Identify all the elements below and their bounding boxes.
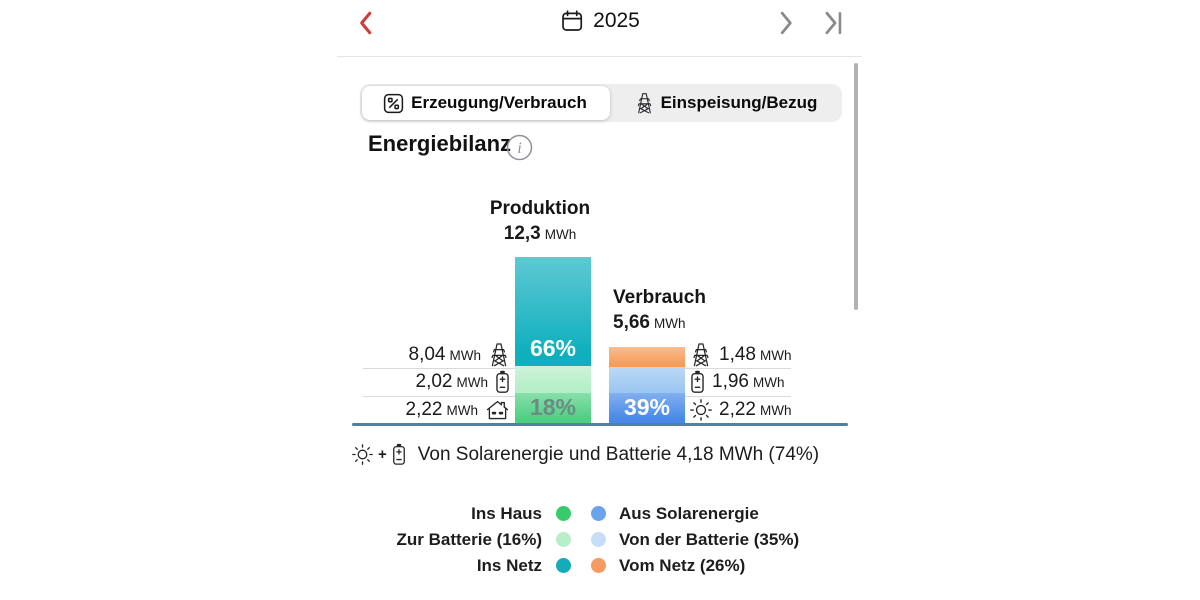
consumption-total-unit: MWh: [653, 316, 686, 331]
tab-label: Erzeugung/Verbrauch: [411, 93, 587, 112]
segment-ins-netz: 66%: [515, 257, 591, 366]
previous-period-button[interactable]: [350, 8, 382, 38]
segment-von-der-batterie: [609, 366, 685, 394]
flow-value: 2,02: [415, 371, 453, 392]
consumption-total-value: 5,66: [613, 312, 650, 333]
flow-row-zur-batterie: 2,02 MWh: [330, 369, 510, 396]
flow-row-aus-solarenergie: 2,22 MWh: [690, 397, 880, 424]
legend-dot-ins-haus: [556, 506, 571, 521]
legend-dot-von-der-batterie: [591, 532, 606, 547]
flow-row-vom-netz: 1,48 MWh: [690, 341, 880, 368]
legend-row: Zur Batterie (16%) Von der Batterie (35%…: [340, 527, 830, 552]
scrollbar[interactable]: [854, 63, 858, 310]
power-pylon-icon: [635, 92, 654, 114]
legend-dot-vom-netz: [591, 558, 606, 573]
segment-vom-netz: [609, 346, 685, 367]
legend-dot-ins-netz: [556, 558, 571, 573]
baseline-axis: [352, 423, 848, 426]
production-title: Produktion: [489, 198, 591, 219]
segment-zur-batterie: [515, 365, 591, 394]
header-divider: [337, 56, 862, 57]
chevron-right-icon: [780, 11, 792, 35]
power-pylon-icon: [690, 342, 712, 367]
flow-value: 1,96: [712, 371, 749, 392]
production-total-unit: MWh: [544, 227, 577, 242]
plus-sign: +: [378, 446, 387, 463]
house-icon: [485, 399, 510, 421]
power-pylon-icon: [488, 342, 510, 367]
flow-unit: MWh: [446, 403, 479, 418]
legend-label-ins-netz: Ins Netz: [476, 555, 542, 575]
flow-value: 2,22: [719, 399, 756, 420]
battery-icon: [392, 443, 406, 466]
segment-percent-label: 39%: [623, 393, 671, 420]
view-mode-segmented-control: Erzeugung/Verbrauch Einspeisung/Bezug: [360, 84, 842, 122]
flow-row-ins-netz: 8,04 MWh: [330, 341, 510, 368]
flow-unit: MWh: [752, 375, 785, 390]
calendar-icon: [560, 9, 584, 33]
battery-icon: [690, 370, 705, 394]
row-divider: [685, 396, 791, 397]
flow-value: 1,48: [719, 343, 756, 365]
segment-ins-haus: 18%: [515, 393, 591, 423]
flow-row-von-der-batterie: 1,96 MWh: [690, 369, 880, 396]
legend-dot-aus-solarenergie: [591, 506, 606, 521]
flow-unit: MWh: [456, 375, 489, 390]
info-icon: i: [506, 134, 532, 160]
legend-label-ins-haus: Ins Haus: [471, 503, 542, 523]
next-period-button[interactable]: [770, 8, 802, 38]
flow-row-ins-haus: 2,22 MWh: [330, 397, 510, 424]
legend-label-von-der-batterie: Von der Batterie (35%): [619, 529, 800, 549]
production-total-value: 12,3: [503, 223, 541, 244]
segment-percent-label: 66%: [529, 334, 577, 361]
flow-unit: MWh: [449, 347, 482, 363]
legend-label-zur-batterie: Zur Batterie (16%): [396, 529, 542, 549]
solar-battery-summary: + Von Solarenergie und Batterie 4,18 MWh…: [352, 441, 819, 468]
flow-unit: MWh: [759, 347, 792, 363]
consumption-bar: 39%: [609, 346, 685, 423]
sun-icon: [690, 399, 712, 421]
svg-text:i: i: [517, 140, 521, 157]
tab-einspeisung-bezug[interactable]: Einspeisung/Bezug: [610, 84, 842, 122]
consumption-caption: Verbrauch 5,66 MWh: [613, 287, 783, 334]
chevron-left-icon: [360, 11, 372, 35]
segment-percent-label: 18%: [529, 393, 577, 420]
selected-tab-pill: [362, 86, 610, 120]
tab-erzeugung-verbrauch[interactable]: Erzeugung/Verbrauch: [360, 84, 610, 122]
flow-value: 8,04: [408, 343, 446, 365]
sun-icon: [352, 444, 373, 465]
period-year-label: 2025: [593, 9, 640, 32]
percent-chart-icon: [383, 93, 404, 114]
legend-dot-zur-batterie: [556, 532, 571, 547]
consumption-title: Verbrauch: [613, 287, 706, 308]
row-divider: [363, 368, 515, 369]
flow-unit: MWh: [759, 403, 792, 418]
jump-to-latest-button[interactable]: [818, 8, 850, 38]
legend-row: Ins Netz Vom Netz (26%): [340, 553, 830, 578]
segment-aus-solarenergie: 39%: [609, 393, 685, 423]
flow-value: 2,22: [405, 399, 443, 420]
row-divider: [363, 396, 515, 397]
summary-text: Von Solarenergie und Batterie 4,18 MWh (…: [417, 443, 820, 465]
legend-label-vom-netz: Vom Netz (26%): [619, 555, 746, 575]
legend-row: Ins Haus Aus Solarenergie: [340, 501, 830, 526]
tab-label: Einspeisung/Bezug: [660, 93, 818, 112]
row-divider: [685, 368, 791, 369]
period-selector[interactable]: 2025: [560, 9, 640, 33]
production-bar: 66% 18%: [515, 257, 591, 423]
battery-icon: [495, 370, 510, 394]
chevron-to-end-icon: [825, 11, 842, 35]
production-caption: Produktion 12,3 MWh: [450, 198, 630, 245]
legend-label-aus-solarenergie: Aus Solarenergie: [619, 503, 759, 523]
info-button[interactable]: i: [505, 133, 533, 161]
page-title: Energiebilanz: [368, 131, 512, 156]
